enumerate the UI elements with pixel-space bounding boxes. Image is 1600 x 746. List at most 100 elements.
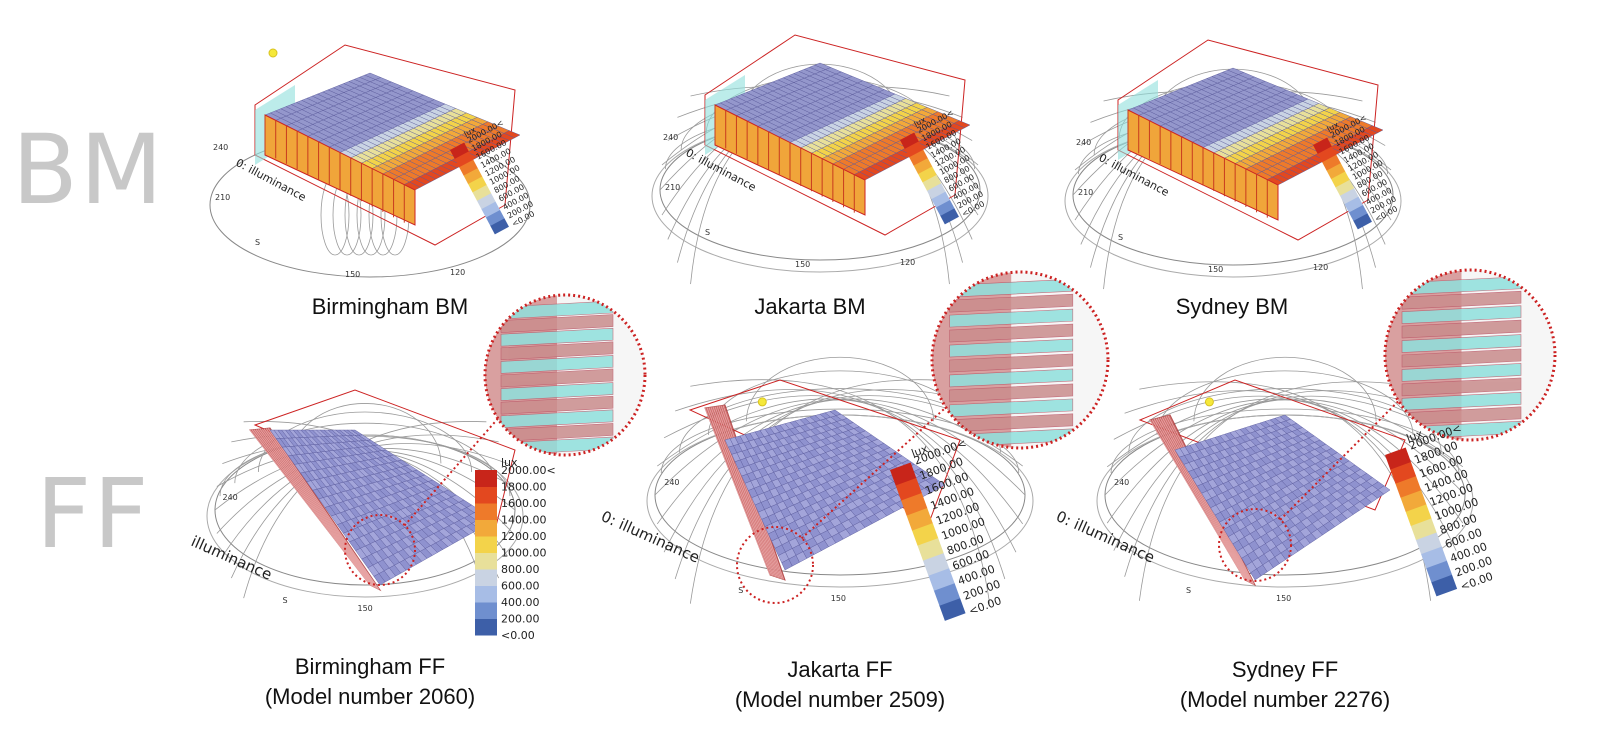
sun-icon (757, 397, 767, 407)
illuminance-label: 0: illuminance (1053, 507, 1157, 566)
legend-swatch (463, 167, 483, 184)
detail-zoom-circle (930, 270, 1110, 450)
illuminance-cell (1366, 125, 1384, 134)
legend-swatch (475, 602, 497, 619)
legend: <0.00200.00400.00600.00800.001000.001200… (449, 118, 536, 235)
legend-unit: lux (501, 456, 518, 469)
legend-swatch (458, 159, 478, 176)
louver-blade (714, 406, 778, 578)
legend-swatch (475, 618, 497, 636)
compass-240: 240 (223, 493, 238, 502)
legend-swatch (1339, 187, 1359, 205)
compass-s: S (705, 228, 710, 237)
caption-model-number: (Model number 2509) (734, 687, 946, 712)
louver-blade (251, 429, 372, 586)
legend-tick: 1200.00 (501, 530, 547, 543)
detail-louver-blade (500, 395, 614, 415)
louver-blade (255, 429, 374, 587)
detail-louver-blade (949, 308, 1074, 328)
legend-swatch (1348, 204, 1368, 221)
louver-blade (263, 428, 378, 589)
caption-jakarta-bm: Jakarta BM (690, 292, 930, 322)
panel-birmingham-bm: <0.00200.00400.00600.00800.001000.001200… (209, 44, 536, 279)
legend-swatch (917, 166, 937, 183)
caption-birmingham-bm: Birmingham BM (270, 292, 510, 322)
detail-louver-blade (500, 327, 614, 347)
compass-150: 150 (345, 270, 360, 279)
legend-tick: 800.00 (501, 563, 540, 576)
caption-title: Jakarta BM (754, 294, 866, 319)
detail-louver-blade (1401, 348, 1522, 368)
louver-blade (1149, 419, 1246, 581)
louver-blade (706, 407, 772, 576)
detail-zoom-circle (483, 293, 647, 457)
detail-marker-circle (1218, 508, 1292, 582)
compass-s: S (1118, 233, 1123, 242)
sky-dome-meridian (1113, 395, 1457, 551)
louver-blade (259, 428, 376, 588)
legend-swatch (454, 150, 474, 168)
detail-louver-blade (1401, 363, 1522, 382)
detail-marker-circle (344, 514, 416, 586)
detail-louver-blade (500, 341, 614, 361)
sky-dome-meridian (1106, 398, 1464, 524)
compass-240: 240 (664, 478, 679, 487)
legend-swatch (933, 582, 961, 606)
compass-210: 210 (665, 183, 680, 192)
legend-swatch (475, 585, 497, 603)
legend-swatch (1385, 447, 1411, 470)
detail-louver-blade (1401, 305, 1522, 324)
detail-louver-blade (1401, 319, 1522, 339)
legend-tick: 1000.00 (501, 546, 547, 559)
legend-tick: <0.00 (501, 629, 535, 642)
legend-swatch (939, 597, 966, 621)
legend-swatch (928, 567, 955, 591)
sky-dome-parallel (745, 356, 935, 422)
caption-title: Birmingham FF (294, 654, 446, 679)
sky-dome-meridian (1104, 399, 1466, 496)
louver-blade (249, 429, 371, 586)
compass-240: 240 (663, 133, 678, 142)
legend-swatch (935, 199, 955, 216)
detail-louver-blade (949, 353, 1074, 373)
legend-swatch (1344, 196, 1364, 213)
louver-blade (267, 427, 380, 590)
caption-title: Jakarta FF (787, 657, 893, 682)
detail-louver-blade (949, 368, 1074, 388)
sky-dome-parallel (1193, 356, 1377, 422)
illuminance-cell (931, 480, 946, 490)
caption-model-number: (Model number 2060) (264, 684, 476, 709)
sky-dome-parallel (219, 435, 511, 497)
legend-tick: 600.00 (501, 579, 540, 592)
sky-dome-ring (206, 434, 524, 598)
louver-blade (253, 429, 373, 587)
legend-swatch (472, 184, 492, 201)
legend: <0.00 200.00 400.00 600.00 800.00 1000.00 1200… (475, 456, 556, 642)
legend-swatch (940, 207, 959, 225)
legend-swatch (475, 569, 497, 586)
sky-dome-meridian (689, 379, 990, 604)
legend-swatch (913, 157, 933, 174)
louver-detail-zoom (485, 295, 645, 455)
legend: <0.00200.00400.00600.00800.001000.001200… (1385, 422, 1495, 597)
legend-swatch (900, 492, 928, 516)
louver-blade (710, 406, 775, 577)
legend-swatch (467, 176, 487, 193)
sky-dome-meridian (1138, 381, 1431, 601)
legend-swatch (1335, 179, 1355, 196)
louver-blade (265, 428, 379, 590)
legend-swatch (922, 552, 950, 576)
compass-210: 210 (1078, 188, 1093, 197)
legend-swatch (895, 477, 922, 501)
row-label-ff: FF (36, 458, 151, 570)
legend-tick: 400.00 (501, 596, 540, 609)
sky-dome-meridian (1113, 395, 1457, 551)
compass-120: 120 (900, 258, 915, 267)
caption-jakarta-ff: Jakarta FF (Model number 2509) (690, 655, 990, 715)
legend-swatch (1330, 171, 1350, 188)
louver-blade (708, 407, 774, 577)
legend-swatch (931, 191, 951, 208)
legend-tick: 200.00 (501, 612, 540, 625)
legend-tick: 1600.00 (501, 497, 547, 510)
detail-louver-blade (500, 382, 614, 401)
